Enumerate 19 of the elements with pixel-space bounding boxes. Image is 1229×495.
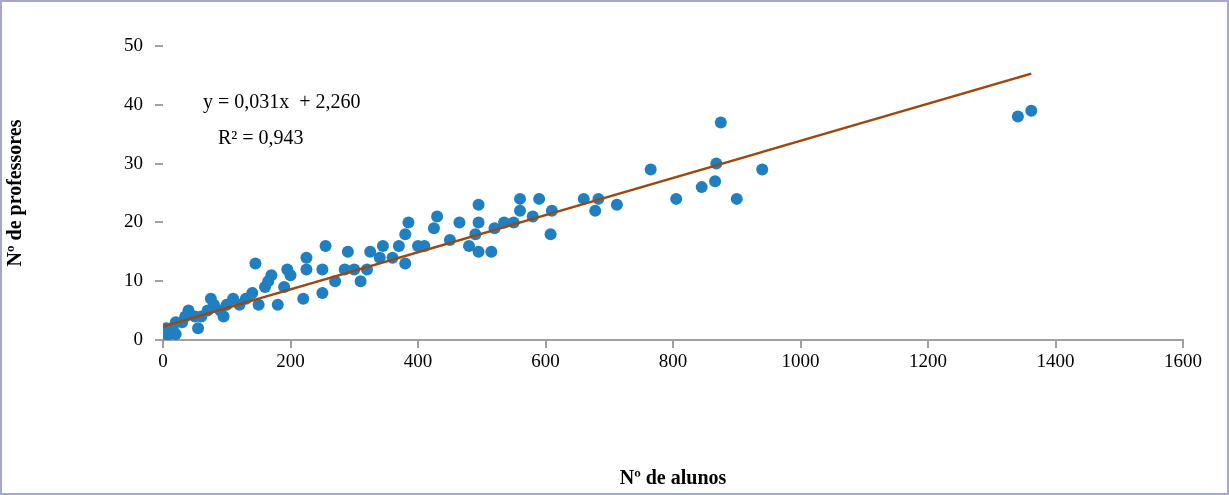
x-tick-label: 1600 [1164,350,1202,372]
x-tick-label: 1200 [909,350,947,372]
x-tick-label: 800 [658,350,688,372]
x-tick-label: 200 [276,350,305,372]
x-tick-label: 1400 [1036,350,1075,372]
y-tick-label: 50 [124,33,143,55]
y-tick-label: 20 [124,210,143,232]
y-tick-label: 0 [133,327,143,349]
y-tick-label: 40 [124,92,143,114]
x-tick-label: 0 [158,350,168,372]
annotation: y = 0,031x + 2,260 [203,90,361,114]
x-tick-label: 600 [531,350,560,372]
x-tick-label: 1000 [781,350,820,372]
x-tick-label: 400 [403,350,433,372]
annotation: R² = 0,943 [218,126,304,149]
y-tick-label: 30 [124,151,143,173]
x-axis-title: Nº de alunos [619,466,727,489]
y-axis-title: Nº de professores [3,119,27,267]
y-tick-label: 10 [124,269,143,291]
